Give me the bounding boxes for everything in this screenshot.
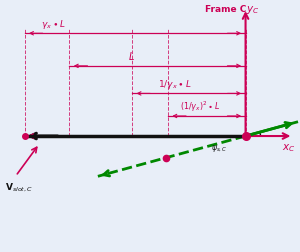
Text: $\psi_{s,C}$: $\psi_{s,C}$ bbox=[211, 143, 227, 154]
Text: $y_C$: $y_C$ bbox=[246, 4, 260, 16]
Text: $1/\gamma_x \bullet L$: $1/\gamma_x \bullet L$ bbox=[158, 78, 192, 91]
Text: $\gamma_x \bullet L$: $\gamma_x \bullet L$ bbox=[41, 18, 66, 31]
Text: Frame C: Frame C bbox=[206, 5, 247, 14]
Text: $x_C$: $x_C$ bbox=[282, 142, 296, 154]
Text: $\mathbf{V}_{slot,C}$: $\mathbf{V}_{slot,C}$ bbox=[5, 181, 33, 194]
Text: $L$: $L$ bbox=[128, 50, 134, 61]
Text: $(1/\gamma_x)^2 \bullet L$: $(1/\gamma_x)^2 \bullet L$ bbox=[180, 99, 221, 114]
